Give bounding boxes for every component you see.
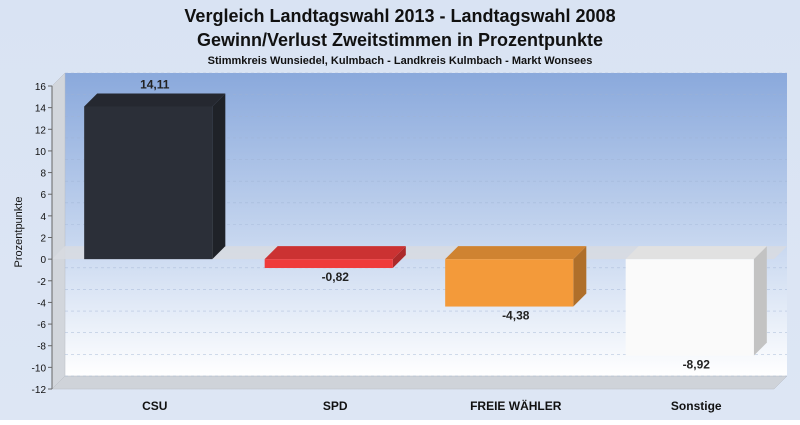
chart-title: Vergleich Landtagswahl 2013 - Landtagswa… <box>184 6 615 26</box>
x-tick-label: CSU <box>142 399 167 413</box>
plot-side-wall <box>51 72 66 390</box>
y-tick-label: 14 <box>35 104 47 115</box>
bars: 14,11 -0,82 -4,38 -8,92 <box>84 77 767 372</box>
y-tick-label: 2 <box>40 234 46 245</box>
bar-side <box>212 93 226 260</box>
data-label: -4,38 <box>502 309 530 323</box>
y-tick-label: -8 <box>37 342 46 353</box>
plot-floor <box>51 375 788 390</box>
bar-top <box>264 246 406 260</box>
bar-front <box>84 106 213 260</box>
y-tick-label: -10 <box>32 363 47 374</box>
bar-side <box>753 246 767 356</box>
bar-top <box>445 246 587 260</box>
data-label: -0,82 <box>322 270 350 284</box>
bar-front <box>445 259 574 307</box>
y-tick-label: 0 <box>40 255 46 266</box>
bar-side <box>573 246 587 307</box>
data-label: -8,92 <box>683 358 711 372</box>
bar-freie-w-hler <box>445 246 587 307</box>
bar-csu <box>84 93 226 260</box>
y-tick-label: 8 <box>40 169 46 180</box>
x-tick-label: Sonstige <box>671 399 722 413</box>
bar-spd <box>264 246 406 269</box>
chart-title-line2: Gewinn/Verlust Zweitstimmen in Prozentpu… <box>197 30 603 50</box>
y-axis-label: Prozentpunkte <box>13 197 25 268</box>
y-tick-label: 16 <box>35 82 47 93</box>
y-tick-label: -6 <box>37 320 46 331</box>
y-axis-ticks: 16 14 12 10 8 6 4 2 0 -2 -4 -6 -8 -10 -12 <box>32 82 53 396</box>
bar-sonstige <box>625 246 767 356</box>
bar-front <box>264 259 393 269</box>
zero-plane <box>52 246 787 260</box>
y-tick-label: -4 <box>37 298 46 309</box>
x-axis-labels: CSU SPD FREIE WÄHLER Sonstige <box>142 398 722 413</box>
y-tick-label: 10 <box>35 147 47 158</box>
bar-side <box>392 246 406 269</box>
y-tick-label: 6 <box>40 190 46 201</box>
y-tick-label: -2 <box>37 277 46 288</box>
data-label: 14,11 <box>140 77 170 91</box>
bar-front <box>625 259 754 356</box>
y-tick-label: 4 <box>40 212 46 223</box>
x-tick-label: SPD <box>323 399 348 413</box>
y-tick-label: -12 <box>32 385 47 396</box>
y-tick-label: 12 <box>35 125 47 136</box>
bar-top <box>625 246 767 260</box>
chart-subtitle: Stimmkreis Wunsiedel, Kulmbach - Landkre… <box>208 55 593 67</box>
bar-top <box>84 93 226 107</box>
x-tick-label: FREIE WÄHLER <box>470 398 562 413</box>
